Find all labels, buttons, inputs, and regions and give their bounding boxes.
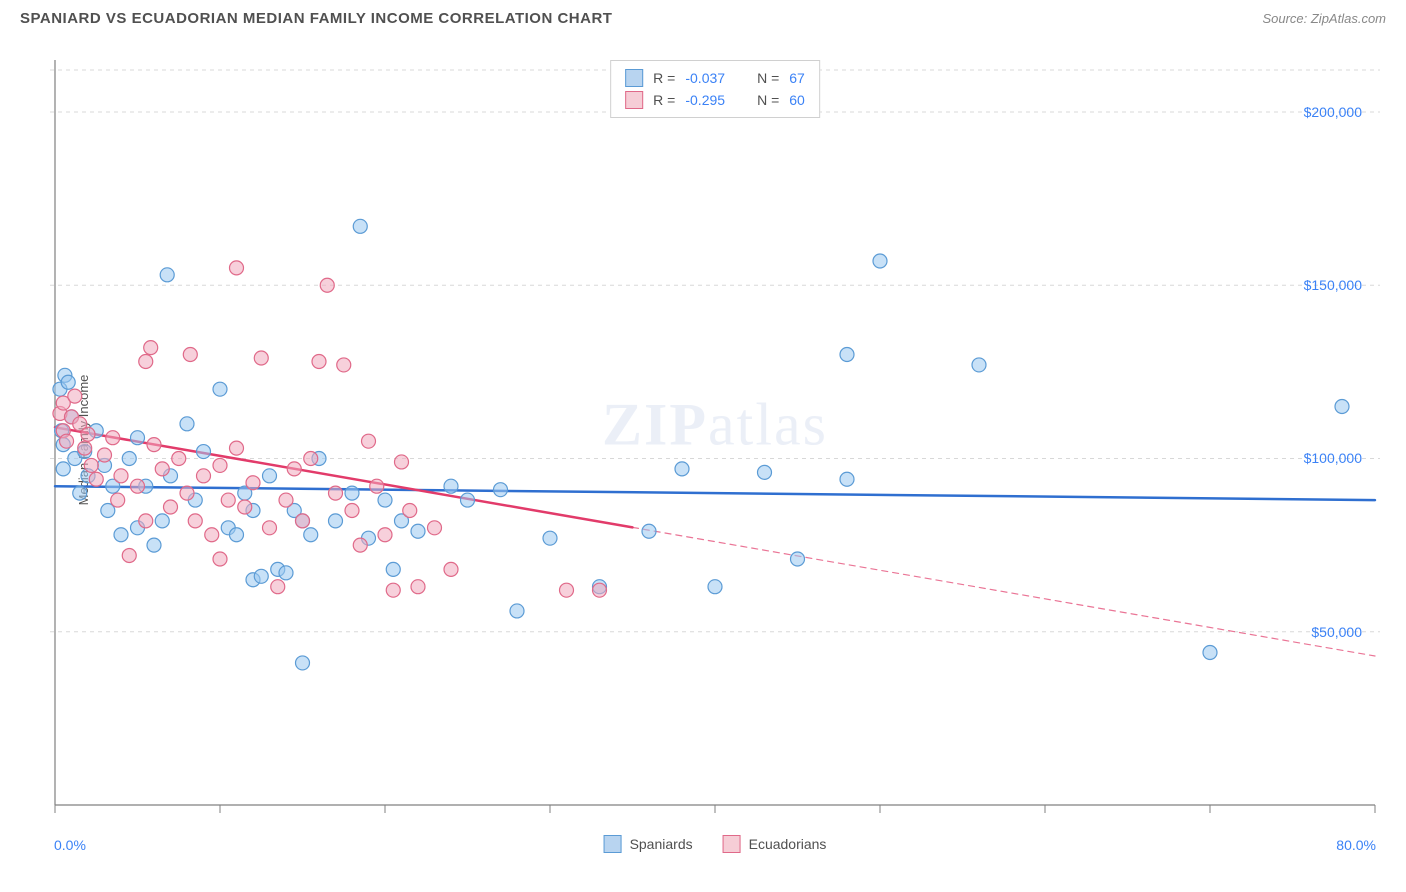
legend-swatch <box>625 91 643 109</box>
legend-swatch <box>604 835 622 853</box>
chart-source: Source: ZipAtlas.com <box>1262 11 1386 26</box>
legend-label: Ecuadorians <box>749 836 827 852</box>
legend-stat-row: R = -0.037 N = 67 <box>625 67 805 89</box>
y-tick-label: $50,000 <box>1311 624 1362 640</box>
y-tick-label: $200,000 <box>1304 104 1362 120</box>
chart-area: Median Family Income $50,000$100,000$150… <box>50 55 1380 825</box>
legend-swatch <box>723 835 741 853</box>
legend-swatch <box>625 69 643 87</box>
legend-item: Ecuadorians <box>723 835 827 853</box>
y-tick-label: $150,000 <box>1304 277 1362 293</box>
legend-item: Spaniards <box>604 835 693 853</box>
n-label: N = <box>757 92 779 108</box>
x-axis-max-label: 80.0% <box>1336 837 1376 853</box>
n-label: N = <box>757 70 779 86</box>
legend-stat-row: R = -0.295 N = 60 <box>625 89 805 111</box>
chart-title: SPANIARD VS ECUADORIAN MEDIAN FAMILY INC… <box>20 10 612 27</box>
n-value: 60 <box>789 92 805 108</box>
y-tick-label: $100,000 <box>1304 450 1362 466</box>
r-label: R = <box>653 70 675 86</box>
r-value: -0.295 <box>685 92 725 108</box>
legend-series: Spaniards Ecuadorians <box>604 835 827 853</box>
r-label: R = <box>653 92 675 108</box>
x-axis-min-label: 0.0% <box>54 837 86 853</box>
n-value: 67 <box>789 70 805 86</box>
legend-label: Spaniards <box>630 836 693 852</box>
chart-header: SPANIARD VS ECUADORIAN MEDIAN FAMILY INC… <box>0 0 1406 37</box>
scatter-plot <box>50 55 1380 825</box>
legend-stats: R = -0.037 N = 67 R = -0.295 N = 60 <box>610 60 820 118</box>
r-value: -0.037 <box>685 70 725 86</box>
